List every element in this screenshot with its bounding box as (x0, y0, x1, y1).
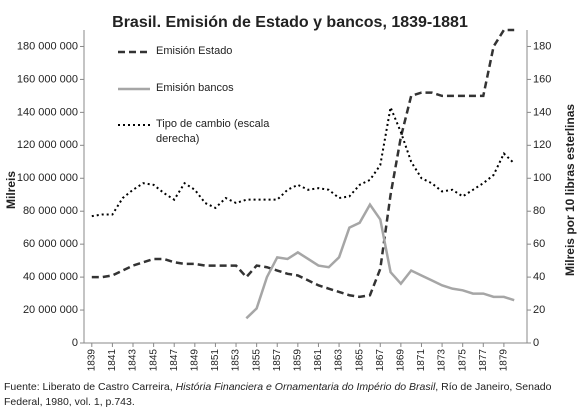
legend-label: Emisión bancos (156, 82, 234, 94)
legend-label: Tipo de cambio (escala derecha) (156, 118, 270, 145)
x-tick-label: 1871 (416, 349, 427, 372)
x-tick-label: 1851 (210, 349, 221, 372)
y-tick-label: 0 (72, 337, 78, 349)
y-axis-title: Milreis (4, 171, 18, 209)
y-tick-label: 80 000 000 (23, 205, 78, 217)
x-tick-label: 1853 (231, 349, 242, 372)
series-line (245, 202, 515, 320)
x-tick-label: 1861 (313, 349, 324, 372)
y2-tick-label: 20 (533, 304, 545, 316)
y-tick-label: 60 000 000 (23, 238, 78, 250)
x-tick-label: 1865 (354, 349, 365, 372)
source-note: Fuente: Liberato de Castro Carreira, His… (4, 380, 576, 410)
source-suffix: , Río de Janeiro, Senado Federal, 1980, … (4, 381, 552, 408)
x-tick-label: 1867 (375, 349, 386, 372)
x-tick-label: 1855 (251, 349, 262, 372)
y-tick-label: 140 000 000 (17, 106, 78, 118)
x-tick-label: 1859 (292, 349, 303, 372)
legend-label: Emisión Estado (156, 45, 233, 57)
y2-tick-label: 180 (533, 40, 551, 52)
x-tick-label: 1839 (86, 349, 97, 372)
y-tick-label: 120 000 000 (17, 139, 78, 151)
x-tick-label: 1849 (189, 349, 200, 372)
y2-tick-label: 40 (533, 271, 545, 283)
x-tick-label: 1875 (457, 349, 468, 372)
x-tick-label: 1845 (148, 349, 159, 372)
y2-tick-label: 120 (533, 139, 551, 151)
y2-tick-label: 140 (533, 106, 551, 118)
y-tick-label: 160 000 000 (17, 73, 78, 85)
y-tick-label: 100 000 000 (17, 172, 78, 184)
x-tick-label: 1847 (169, 349, 180, 372)
y-tick-label: 180 000 000 (17, 40, 78, 52)
source-title: História Financiera e Ornamentaria do Im… (175, 381, 436, 393)
x-tick-label: 1869 (396, 349, 407, 372)
source-prefix: Fuente: Liberato de Castro Carreira, (4, 381, 176, 393)
series-line (91, 103, 515, 218)
y2-tick-label: 80 (533, 205, 545, 217)
chart-title: Brasil. Emisión de Estado y bancos, 1839… (112, 14, 468, 31)
x-tick-label: 1879 (499, 349, 510, 372)
x-tick-label: 1873 (437, 349, 448, 372)
x-tick-label: 1841 (107, 349, 118, 372)
y2-tick-label: 100 (533, 172, 551, 184)
y-tick-label: 20 000 000 (23, 304, 78, 316)
y-tick-label: 40 000 000 (23, 271, 78, 283)
y2-axis-title: Milreis por 10 libras esterlinas (563, 104, 577, 276)
x-tick-label: 1863 (334, 349, 345, 372)
x-tick-label: 1843 (128, 349, 139, 372)
y2-tick-label: 160 (533, 73, 551, 85)
x-tick-label: 1877 (478, 349, 489, 372)
x-tick-label: 1857 (272, 349, 283, 372)
y2-tick-label: 0 (533, 337, 539, 349)
y2-tick-label: 60 (533, 238, 545, 250)
